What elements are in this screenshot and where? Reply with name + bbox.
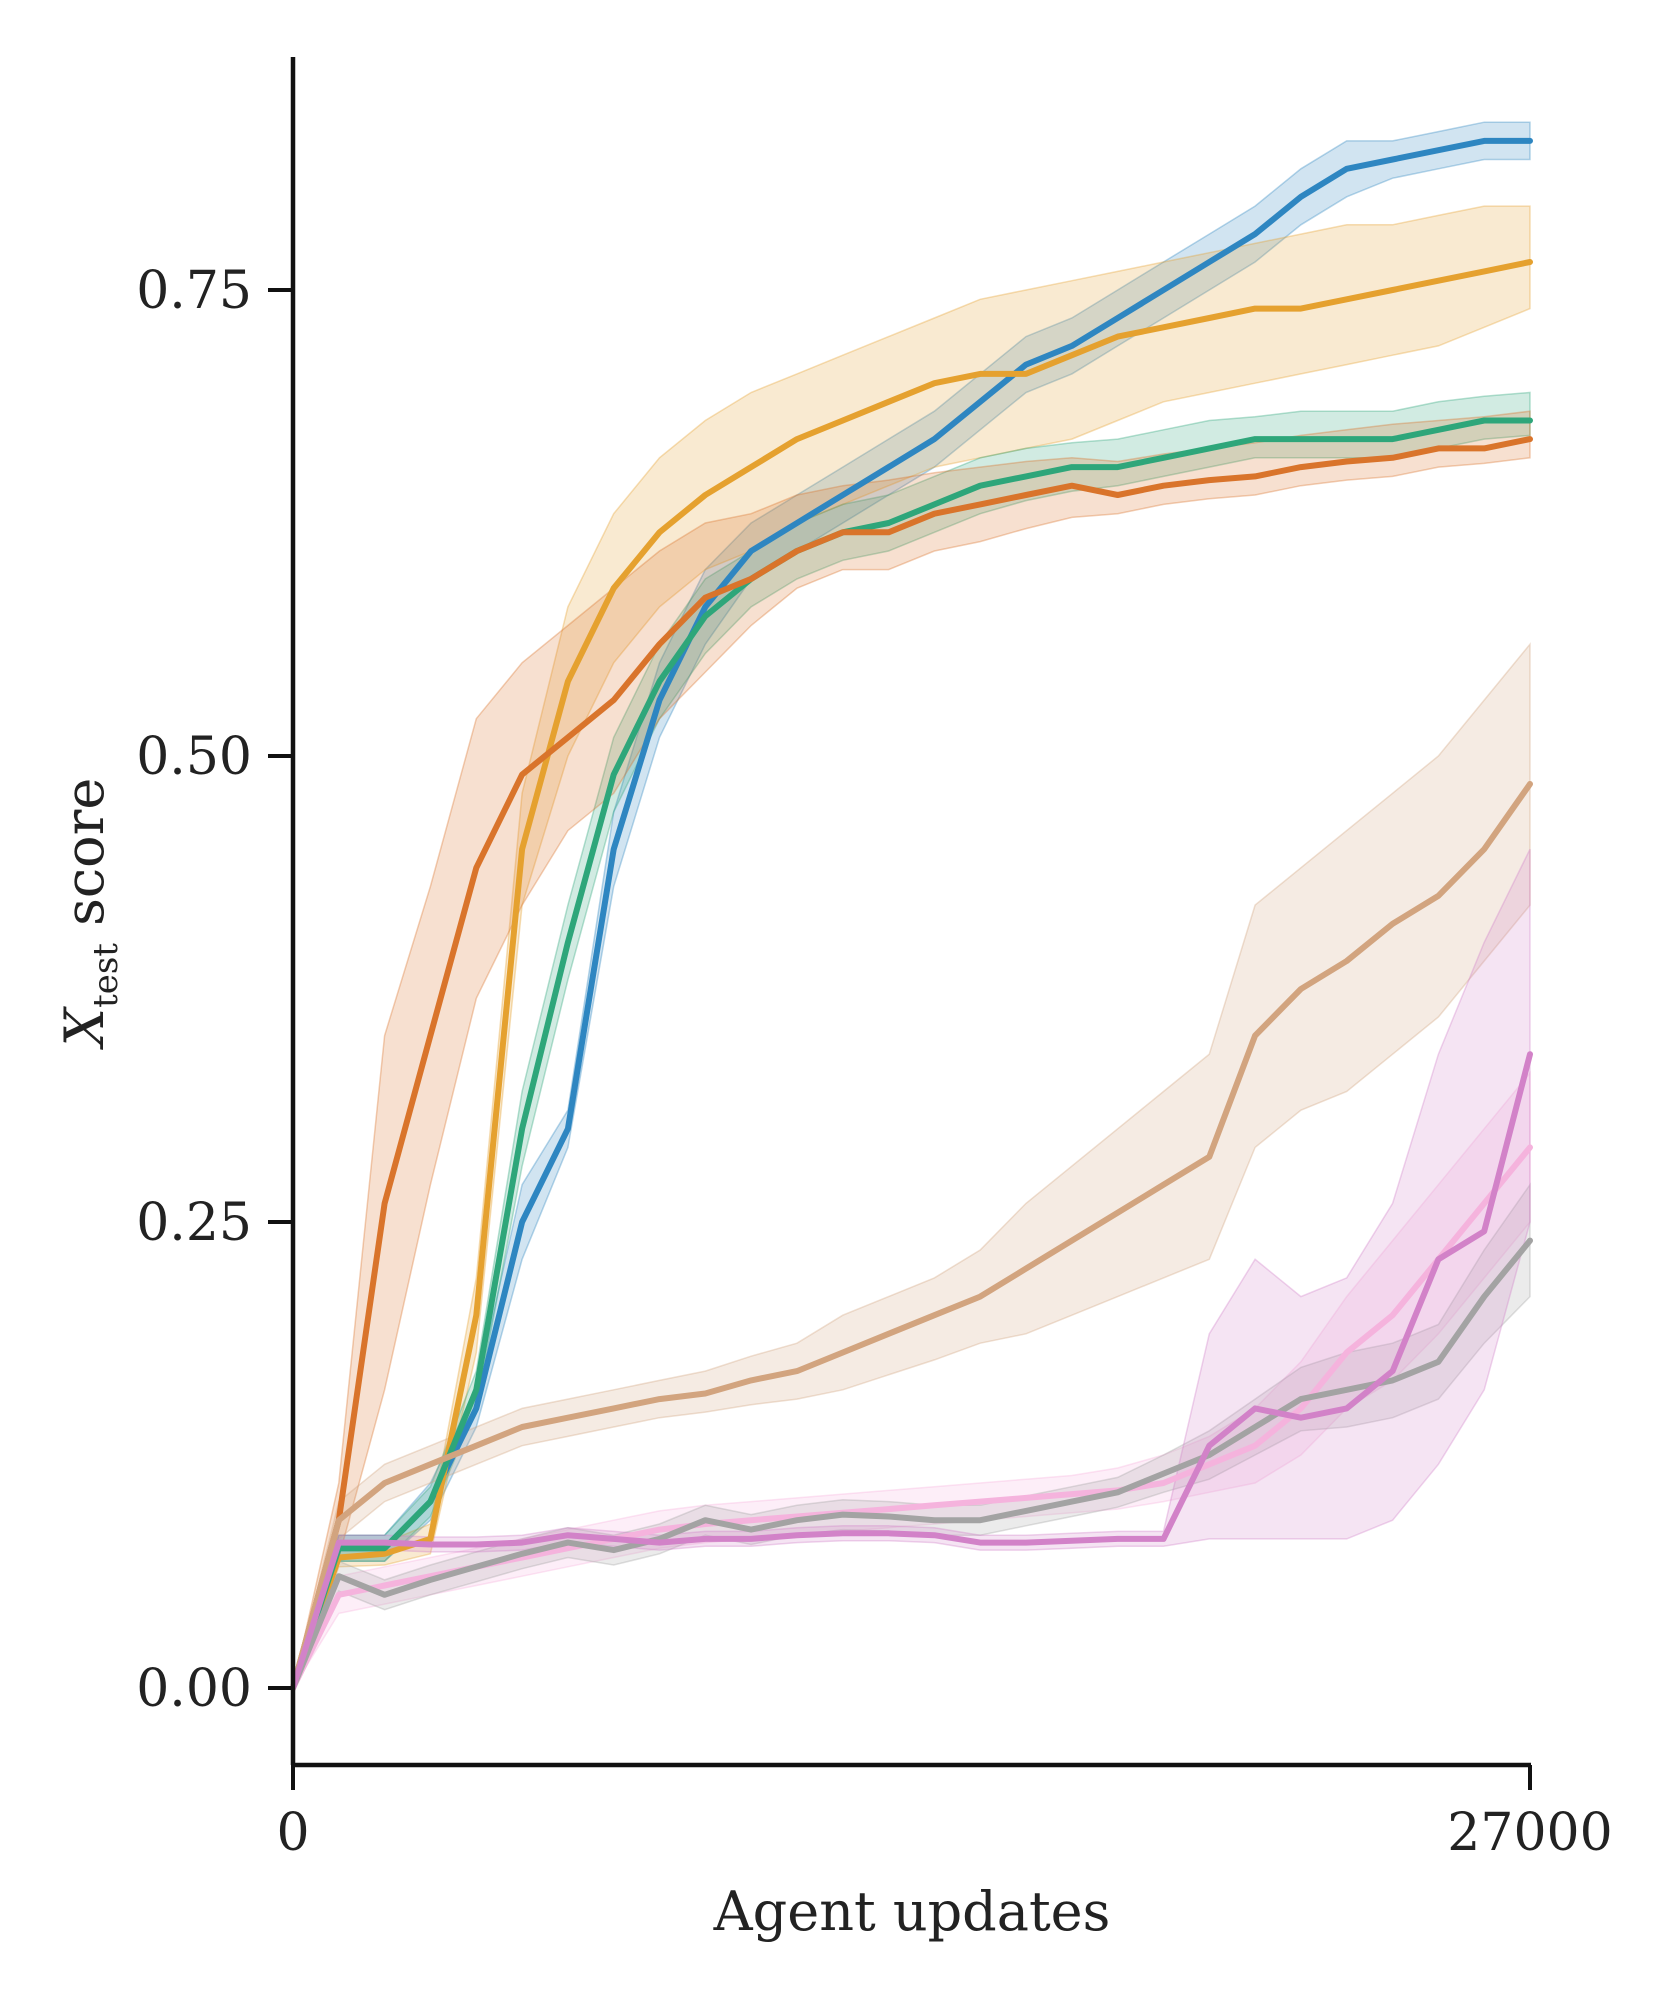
x-axis-label: Agent updates	[713, 1880, 1111, 1943]
x-ticks: 0 27000	[276, 1765, 1613, 1863]
y-axis-label: Xtest score	[53, 778, 126, 1051]
x-tick-label: 0	[276, 1803, 309, 1863]
series-line-green	[290, 417, 1533, 1691]
x-tick-label: 27000	[1447, 1803, 1612, 1863]
band-yellow-orange	[292, 205, 1531, 1689]
y-tick-label: 0.00	[136, 1659, 252, 1719]
y-axis-label-suffix: score	[53, 778, 116, 943]
band-orange	[292, 410, 1531, 1689]
series-line-magenta	[290, 1051, 1533, 1691]
series-line-tan	[290, 781, 1533, 1691]
band-tan	[292, 642, 1531, 1689]
series-line-orange	[290, 436, 1533, 1691]
band-green	[292, 391, 1531, 1689]
series-line-yellow-orange	[290, 259, 1533, 1691]
y-tick-label: 0.75	[136, 261, 252, 321]
y-axis-label-sub: test	[86, 943, 126, 1008]
series-lines	[290, 137, 1533, 1691]
confidence-bands	[292, 121, 1531, 1689]
series-line-blue	[290, 137, 1533, 1691]
y-axis-label-main: X	[53, 1005, 116, 1050]
y-tick-label: 0.50	[136, 727, 252, 787]
band-magenta	[292, 848, 1531, 1689]
series-line-gray	[290, 1237, 1533, 1691]
y-tick-label: 0.25	[136, 1193, 252, 1253]
y-ticks: 0.00 0.25 0.50 0.75	[136, 261, 293, 1719]
